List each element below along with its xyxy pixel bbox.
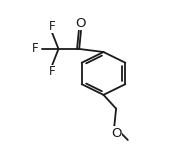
Text: F: F (32, 43, 39, 55)
Text: O: O (111, 127, 121, 140)
Text: F: F (49, 20, 55, 32)
Text: F: F (49, 65, 55, 78)
Text: O: O (75, 17, 85, 30)
